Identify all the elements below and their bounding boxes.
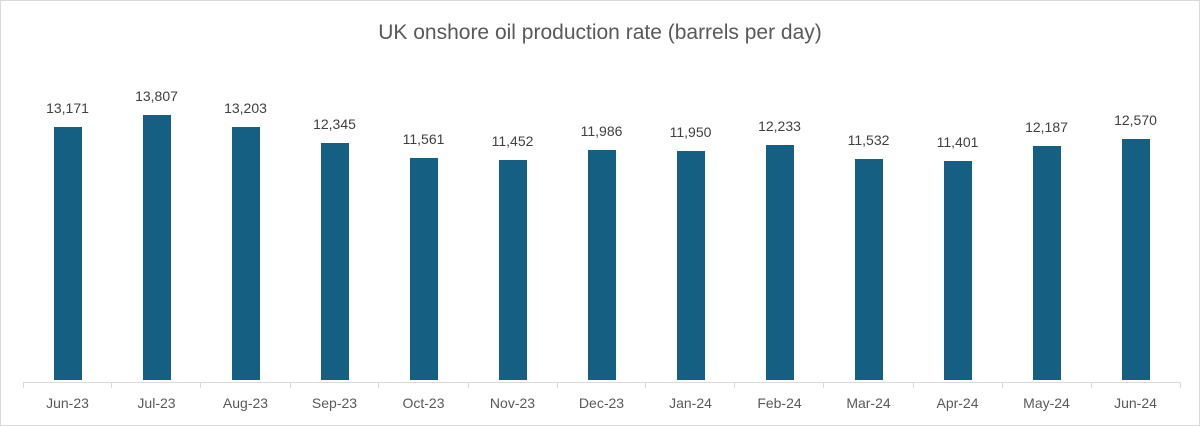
- category-cell: 11,950: [646, 70, 735, 380]
- plot-area: 13,171 13,807 13,203 12,345 11,561 11,452 11,9…: [23, 70, 1180, 380]
- data-label: 13,807: [135, 88, 178, 104]
- bar: [1121, 139, 1150, 380]
- x-axis-label: Jun-24: [1114, 395, 1157, 411]
- bar: [676, 151, 705, 380]
- x-axis-label: Sep-23: [311, 395, 358, 411]
- axis-tick: [378, 382, 380, 388]
- bar: [854, 159, 883, 380]
- bar: [142, 115, 171, 380]
- axis-tick: [912, 382, 914, 388]
- axis-tick: [1001, 382, 1003, 388]
- category-cell: 11,452: [468, 70, 557, 380]
- x-axis-line: [23, 382, 1180, 383]
- x-axis-labels: Jun-23 Jul-23 Aug-23 Sep-23 Oct-23 Nov-23 Dec-…: [23, 391, 1180, 415]
- axis-tick: [111, 382, 113, 388]
- x-axis-ticks: [22, 382, 1181, 388]
- axis-tick: [645, 382, 647, 388]
- data-label: 11,561: [402, 131, 445, 147]
- x-axis-label: Jun-23: [46, 395, 89, 411]
- category-cell: 13,807: [112, 70, 201, 380]
- category-cell: 12,345: [290, 70, 379, 380]
- x-axis-label: Dec-23: [578, 395, 625, 411]
- category-cell: 13,203: [201, 70, 290, 380]
- x-axis-label: Mar-24: [846, 395, 891, 411]
- axis-tick: [22, 382, 24, 388]
- x-axis-label: Jan-24: [669, 395, 712, 411]
- bar: [320, 143, 349, 380]
- chart-title: UK onshore oil production rate (barrels …: [378, 21, 822, 44]
- x-axis-label: Apr-24: [936, 395, 979, 411]
- x-axis-label: Jul-23: [137, 395, 176, 411]
- data-label: 11,452: [491, 133, 534, 149]
- bar: [409, 158, 438, 380]
- axis-tick: [1179, 382, 1181, 388]
- x-axis-label: May-24: [1023, 395, 1070, 411]
- x-axis-label: Oct-23: [402, 395, 445, 411]
- category-cell: 11,401: [913, 70, 1002, 380]
- axis-tick: [823, 382, 825, 388]
- category-cell: 13,171: [23, 70, 112, 380]
- x-axis-label: Nov-23: [489, 395, 536, 411]
- data-label: 11,950: [669, 124, 712, 140]
- axis-tick: [467, 382, 469, 388]
- axis-tick: [1090, 382, 1092, 388]
- axis-tick: [556, 382, 558, 388]
- data-label: 12,345: [313, 116, 356, 132]
- axis-tick: [289, 382, 291, 388]
- category-cell: 11,532: [824, 70, 913, 380]
- axis-tick: [734, 382, 736, 388]
- x-axis-label: Feb-24: [757, 395, 802, 411]
- data-label: 11,401: [936, 134, 979, 150]
- bar: [231, 127, 260, 380]
- data-label: 13,203: [224, 100, 267, 116]
- bar: [1032, 146, 1061, 380]
- bar: [498, 160, 527, 380]
- bar: [53, 127, 82, 380]
- data-label: 13,171: [46, 100, 89, 116]
- x-axis-label: Aug-23: [222, 395, 269, 411]
- data-label: 11,532: [847, 132, 890, 148]
- category-cell: 12,187: [1002, 70, 1091, 380]
- category-cell: 12,233: [735, 70, 824, 380]
- data-label: 12,187: [1025, 119, 1068, 135]
- category-cell: 11,561: [379, 70, 468, 380]
- category-cell: 12,570: [1091, 70, 1180, 380]
- category-cell: 11,986: [557, 70, 646, 380]
- bar: [943, 161, 972, 380]
- bar: [765, 145, 794, 380]
- data-label: 12,233: [758, 118, 801, 134]
- axis-tick: [200, 382, 202, 388]
- data-label: 12,570: [1114, 112, 1157, 128]
- data-label: 11,986: [580, 123, 623, 139]
- bar: [587, 150, 616, 380]
